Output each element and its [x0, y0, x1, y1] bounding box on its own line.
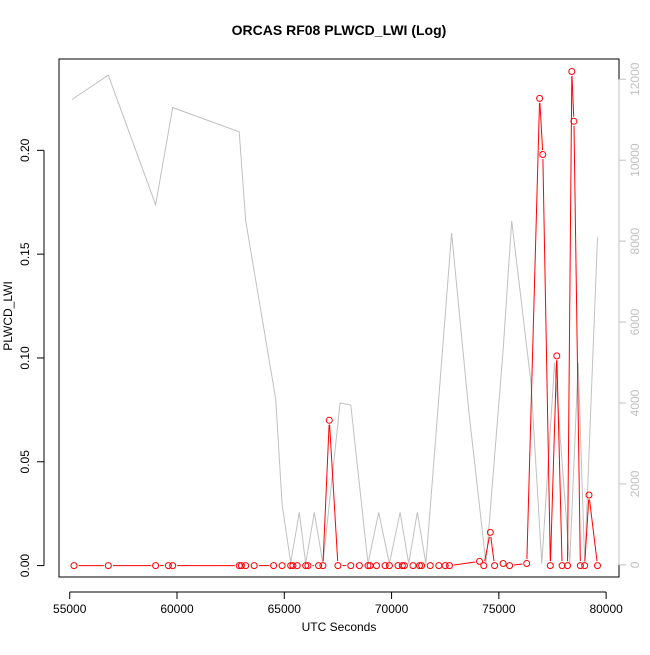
- series-1-segment-38: [484, 536, 490, 562]
- series-1-point-15: [304, 562, 312, 570]
- series-1-point-13: [293, 562, 301, 570]
- series-1-segment-46: [550, 360, 558, 562]
- series-1-point-20: [347, 562, 355, 570]
- y-tick-label-4: 0.20: [18, 138, 32, 162]
- series-1-point-25: [381, 562, 389, 570]
- series-1-point-50: [568, 68, 576, 75]
- series-1-point-0: [70, 562, 78, 570]
- y-tick-label-3: 0.15: [18, 242, 32, 266]
- series-1-point-33: [426, 562, 434, 570]
- y2-tick-label-0: 0: [628, 561, 642, 568]
- y-axis-label: PLWCD_LWI: [1, 281, 15, 351]
- y-tick-label-0: 0.00: [18, 554, 32, 578]
- series-1-point-9: [270, 562, 278, 570]
- x-axis-label: UTC Seconds: [302, 620, 377, 634]
- series-1-segment-47: [556, 360, 563, 562]
- series-1-point-3: [164, 562, 172, 570]
- series-1-point-22: [364, 562, 372, 570]
- series-1-point-1: [104, 562, 112, 570]
- series-1-point-28: [398, 562, 406, 570]
- series-1-point-38: [480, 562, 488, 570]
- y-tick-label-2: 0.10: [18, 346, 32, 370]
- series-1-point-17: [319, 562, 327, 570]
- y2-tick-label-1: 2000: [628, 470, 642, 497]
- series-1-point-40: [491, 562, 499, 570]
- series-1-segment-42: [513, 563, 523, 566]
- series-1-point-42: [506, 562, 514, 570]
- series-1-point-12: [289, 562, 297, 570]
- x-tick-label-1: 60000: [160, 602, 194, 616]
- series-1-point-19: [334, 562, 342, 570]
- x-tick-label-2: 65000: [268, 602, 302, 616]
- series-1-point-46: [546, 562, 554, 570]
- chart-title: ORCAS RF08 PLWCD_LWI (Log): [232, 22, 447, 38]
- series-1-point-31: [416, 562, 423, 570]
- series-1-point-8: [250, 562, 258, 570]
- plot-frame: [58, 58, 620, 578]
- y2-tick-label-2: 4000: [628, 389, 642, 416]
- series-1-point-30: [409, 562, 417, 570]
- series-1-point-10: [278, 562, 286, 570]
- series-1-point-49: [564, 562, 571, 570]
- series-1-point-34: [435, 562, 443, 570]
- series-1-point-55: [594, 562, 601, 570]
- series-1-point-45: [539, 151, 547, 158]
- series-1-segment-49: [567, 75, 573, 562]
- series-1-segment-45: [542, 158, 551, 562]
- series-1-point-54: [585, 491, 593, 499]
- series-1-point-26: [385, 562, 393, 570]
- series-1-point-35: [441, 562, 449, 570]
- series-0-line: [71, 74, 598, 564]
- x-tick-label-0: 55000: [53, 602, 87, 616]
- series-1-point-39: [486, 528, 494, 536]
- series-1-segment-17: [322, 424, 330, 562]
- series-1-point-2: [152, 562, 160, 570]
- y-tick-label-1: 0.05: [18, 450, 32, 474]
- y2-tick-label-3: 6000: [628, 308, 642, 335]
- x-tick-label-3: 70000: [375, 602, 409, 616]
- series-1-point-14: [302, 562, 310, 570]
- series-1-point-21: [355, 562, 363, 570]
- x-tick-label-4: 75000: [482, 602, 516, 616]
- series-1-point-47: [553, 352, 561, 360]
- y2-tick-label-4: 8000: [628, 227, 642, 254]
- series-1-segment-50: [571, 75, 575, 117]
- series-1-point-41: [499, 560, 507, 567]
- series-1-segment-36: [453, 561, 476, 566]
- series-1-segment-44: [539, 102, 544, 151]
- series-1-point-29: [400, 562, 408, 570]
- series-1-point-24: [373, 562, 380, 570]
- series-1-segment-54: [589, 499, 598, 562]
- series-1-point-16: [315, 562, 323, 570]
- series-1-point-32: [418, 562, 426, 570]
- series-1-point-4: [169, 562, 177, 570]
- series-1-point-18: [325, 416, 333, 424]
- series-1-segment-51: [573, 125, 581, 562]
- series-1-segment-18: [329, 424, 339, 562]
- y2-tick-label-5: 10000: [628, 143, 642, 177]
- series-1-point-53: [581, 562, 589, 570]
- series-1-point-43: [523, 560, 531, 567]
- series-1-point-44: [536, 94, 544, 102]
- series-1-point-51: [570, 117, 578, 125]
- series-1-point-7: [242, 562, 250, 570]
- y2-tick-label-6: 12000: [628, 62, 642, 96]
- series-1-point-37: [476, 557, 483, 565]
- series-1-point-52: [576, 562, 584, 570]
- series-1-segment-53: [584, 499, 590, 562]
- series-1-point-36: [446, 562, 453, 570]
- x-tick-label-5: 80000: [589, 602, 623, 616]
- series-1-point-6: [237, 562, 245, 570]
- series-1-segment-43: [526, 102, 540, 560]
- series-1-segment-39: [490, 536, 495, 562]
- series-1-point-48: [558, 562, 566, 570]
